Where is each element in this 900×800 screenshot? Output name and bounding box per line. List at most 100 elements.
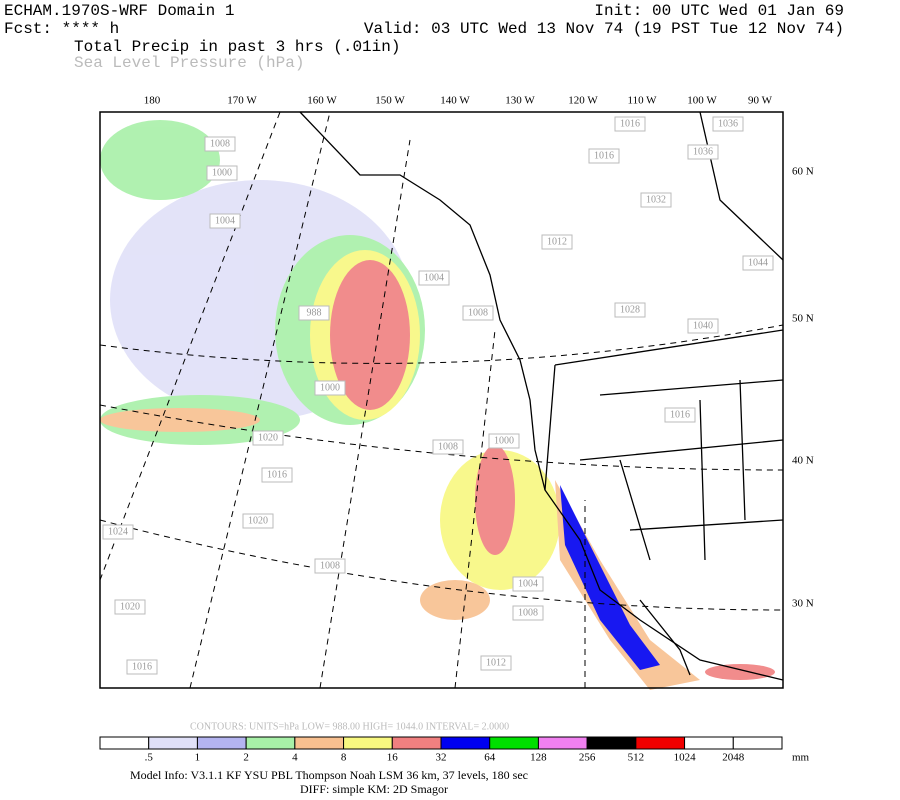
- colorbar-label: 4: [292, 752, 298, 764]
- colorbar-box: [537, 736, 588, 750]
- latitude-label: 30 N: [792, 598, 814, 610]
- longitude-label: 160 W: [307, 95, 337, 107]
- contour-label: 1004: [424, 272, 444, 283]
- colorbar-label: 1024: [674, 752, 697, 764]
- forecast-hour: Fcst: **** h: [4, 20, 119, 38]
- colorbar-label: 2: [243, 752, 249, 764]
- contour-label-box: [687, 318, 719, 334]
- longitude-label: 150 W: [375, 95, 405, 107]
- contour-label-box: [314, 558, 346, 574]
- contour-label: 1040: [693, 320, 713, 331]
- contour-label: 1020: [120, 601, 140, 612]
- colorbar-box: [586, 736, 637, 750]
- contour-label-box: [512, 605, 544, 621]
- colorbar-label: 1: [195, 752, 201, 764]
- colorbar-box: [489, 736, 539, 750]
- contour-label: 1004: [518, 578, 538, 589]
- contour-label: 1004: [215, 215, 235, 226]
- contour-label: 1008: [210, 138, 230, 149]
- contour-label: 1016: [132, 661, 152, 672]
- contour-label-box: [512, 576, 544, 592]
- longitude-label: 110 W: [627, 95, 657, 107]
- longitude-label: 100 W: [687, 95, 717, 107]
- longitude-label: 180: [144, 95, 161, 107]
- colorbar-label: 256: [579, 752, 596, 764]
- contour-label: 1008: [468, 307, 488, 318]
- contour-label: 1012: [547, 236, 567, 247]
- contour-label-box: [462, 305, 494, 321]
- field-secondary: Sea Level Pressure (hPa): [74, 54, 304, 72]
- contour-label-box: [588, 148, 620, 164]
- contour-label-box: [261, 467, 293, 483]
- contour-label-box: [418, 270, 450, 286]
- contour-label-box: [687, 144, 719, 160]
- field-primary: Total Precip in past 3 hrs (.01in): [74, 38, 400, 56]
- contour-label-box: [432, 439, 464, 455]
- colorbar-label: 128: [530, 752, 547, 764]
- contour-label: 1032: [646, 194, 666, 205]
- model-info: Model Info: V3.1.1 KF YSU PBL Thompson N…: [130, 768, 528, 782]
- contour-label: 1000: [212, 167, 232, 178]
- colorbar-label: 512: [628, 752, 645, 764]
- contour-label: 1000: [320, 382, 340, 393]
- contour-label: 1044: [748, 257, 768, 268]
- latitude-label: 50 N: [792, 313, 814, 325]
- contour-label-box: [242, 513, 274, 529]
- contour-label-box: [102, 524, 134, 540]
- colorbar-box: [391, 736, 442, 750]
- colorbar-label: 32: [436, 752, 447, 764]
- contour-label-box: [614, 116, 646, 132]
- contour-label-box: [114, 599, 146, 615]
- colorbar-box: [245, 736, 296, 750]
- colorbar-unit: mm: [792, 752, 810, 764]
- colorbar-box: [196, 736, 247, 750]
- model-title: ECHAM.1970S-WRF Domain 1: [4, 2, 234, 20]
- longitude-label: 120 W: [568, 95, 598, 107]
- contour-label-box: [664, 407, 696, 423]
- contour-label-box: [742, 255, 774, 271]
- contour-label-box: [204, 136, 236, 152]
- colorbar-label: 2048: [722, 752, 745, 764]
- contour-label: 1028: [620, 304, 640, 315]
- contour-label-box: [614, 302, 646, 318]
- longitude-label: 130 W: [505, 95, 535, 107]
- coastlines: [299, 111, 784, 681]
- colorbar-box: [635, 736, 686, 750]
- contour-label-box: [488, 433, 520, 449]
- diff-info: DIFF: simple KM: 2D Smagor: [300, 782, 448, 796]
- colorbar-box: [294, 736, 345, 750]
- contour-label-box: [541, 234, 573, 250]
- map-frame: [99, 111, 784, 689]
- contour-label-box: [209, 213, 241, 229]
- colorbar-box: [440, 736, 491, 750]
- contour-label-box: [252, 430, 284, 446]
- colorbar-label: 8: [341, 752, 347, 764]
- contour-label: 1016: [620, 118, 640, 129]
- contour-info: CONTOURS: UNITS=hPa LOW= 988.00 HIGH= 10…: [190, 721, 509, 732]
- contour-label: 1036: [693, 146, 713, 157]
- contour-label-box: [712, 116, 744, 132]
- contour-label: 1016: [267, 469, 287, 480]
- colorbar-box: [148, 736, 198, 750]
- valid-time: Valid: 03 UTC Wed 13 Nov 74 (19 PST Tue …: [364, 20, 844, 38]
- contour-label: 1008: [518, 607, 538, 618]
- contour-label-box: [480, 655, 512, 671]
- colorbar-label: .5: [145, 752, 154, 764]
- contour-label: 1016: [670, 409, 690, 420]
- contour-label: 1016: [594, 150, 614, 161]
- colorbar-box: [732, 736, 783, 750]
- contour-label: 1024: [108, 526, 128, 537]
- map: [99, 111, 784, 690]
- contour-label-box: [298, 305, 330, 321]
- contour-label-box: [126, 659, 158, 675]
- contour-label: 1000: [494, 435, 514, 446]
- colorbar-label: 64: [484, 752, 496, 764]
- contour-label: 1020: [258, 432, 278, 443]
- longitude-label: 170 W: [227, 95, 257, 107]
- latitude-label: 40 N: [792, 455, 814, 467]
- contour-label: 1020: [248, 515, 268, 526]
- contour-label-box: [206, 165, 238, 181]
- longitude-label: 140 W: [440, 95, 470, 107]
- colorbar-box: [684, 736, 734, 750]
- contour-label: 1036: [718, 118, 738, 129]
